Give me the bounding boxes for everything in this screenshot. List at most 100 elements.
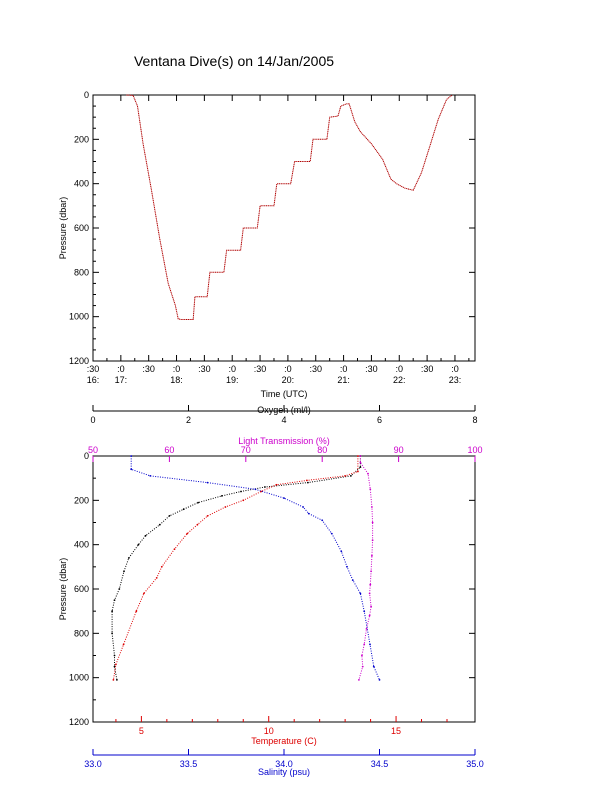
oxygen-ml-l-point (114, 599, 116, 601)
light-transmission-point (369, 488, 371, 490)
oxygen-ml-l-point (111, 632, 113, 634)
top-x-tick-label-hour: 20: (282, 375, 295, 385)
light-transmission-point (372, 539, 374, 541)
top-plot-frame (93, 95, 475, 361)
temperature-c-point (344, 475, 346, 477)
profile-chart: 020040060080010001200 0 2 4 6 8Oxygen (ml/l)… (58, 405, 484, 777)
oxygen-ml-l-point (350, 475, 352, 477)
oxygen-ml-l-point (116, 679, 118, 681)
chart-title: Ventana Dive(s) on 14/Jan/2005 (134, 53, 334, 69)
light-transmission-point (358, 679, 360, 681)
light-transmission-point (369, 584, 371, 586)
profile-series (111, 455, 380, 681)
bottom-y-tick-label: 800 (74, 628, 89, 638)
temperature-c-axis-label: Temperature (C) (251, 736, 317, 746)
oxygen-ml-l-point (145, 535, 147, 537)
light-transmission-tick-label: 50 (88, 445, 98, 455)
oxygen-ml-l-point (183, 508, 185, 510)
temperature-c-point (135, 610, 137, 612)
light-transmission-point (369, 615, 371, 617)
salinity-psu-point (379, 679, 381, 681)
top-x-tick-label-minute: :0 (173, 364, 181, 374)
top-x-tick-label-minute: :0 (117, 364, 125, 374)
salinity-psu-point (130, 468, 132, 470)
oxygen-ml-l-point (118, 588, 120, 590)
light-transmission-point (362, 666, 364, 668)
salinity-psu-point (302, 506, 304, 508)
oxygen-ml-l-point (114, 655, 116, 657)
salinity-psu-point (283, 497, 285, 499)
light-transmission-point (371, 555, 373, 557)
light-transmission-tick-label: 80 (317, 445, 327, 455)
salinity-psu-tick-label: 35.0 (466, 759, 484, 769)
top-x-axis-label: Time (UTC) (261, 389, 308, 399)
top-x-tick-label-hour: 17: (115, 375, 128, 385)
bottom-y-axis-label: Pressure (dbar) (58, 558, 68, 621)
salinity-psu-point (331, 533, 333, 535)
top-x-tick-label-minute: :30 (365, 364, 378, 374)
light-transmission-tick-label: 90 (394, 445, 404, 455)
light-transmission-point (367, 473, 369, 475)
top-x-tick-label-minute: :0 (451, 364, 459, 374)
pressure-trace (126, 95, 452, 320)
temperature-c-point (123, 644, 125, 646)
light-transmission-point (363, 644, 365, 646)
oxygen-ml-l-profile (112, 456, 360, 680)
oxygen-ml-l-tick-label: 6 (377, 415, 382, 425)
top-x-tick-label-minute: :30 (87, 364, 100, 374)
temperature-c-point (207, 515, 209, 517)
light-transmission-point (370, 606, 372, 608)
salinity-psu-point (360, 593, 362, 595)
top-x-tick-label-minute: :0 (396, 364, 404, 374)
temperature-c-point (276, 484, 278, 486)
salinity-psu-point (369, 644, 371, 646)
light-transmission-point (360, 462, 362, 464)
top-x-tick-label-minute: :30 (421, 364, 434, 374)
temperature-c-tick-label: 5 (139, 726, 144, 736)
bottom-y-tick-label: 1000 (69, 673, 89, 683)
salinity-psu-point (363, 610, 365, 612)
salinity-psu-point (207, 482, 209, 484)
top-x-tick-label-hour: 18: (170, 375, 183, 385)
oxygen-ml-l-point (128, 557, 130, 559)
temperature-c-point (115, 664, 117, 666)
salinity-psu-point (308, 513, 310, 515)
temperature-c-point (186, 533, 188, 535)
top-x-tick-label-hour: 16: (87, 375, 100, 385)
top-y-tick-label: 400 (74, 179, 89, 189)
temperature-c-point (225, 506, 227, 508)
top-x-tick-label-minute: :0 (228, 364, 236, 374)
bottom-y-axis: 020040060080010001200 (69, 451, 475, 727)
light-transmission-point (369, 593, 371, 595)
top-x-tick-label-minute: :30 (198, 364, 211, 374)
top-x-tick-label-hour: 19: (226, 375, 239, 385)
temperature-c-point (174, 548, 176, 550)
temperature-c-tick-label: 15 (391, 726, 401, 736)
temperature-c-tick-label: 10 (264, 726, 274, 736)
oxygen-ml-l-point (307, 482, 309, 484)
light-transmission-point (360, 455, 362, 457)
temperature-c-point (357, 455, 359, 457)
light-transmission-point (371, 506, 373, 508)
salinity-psu-point (340, 550, 342, 552)
oxygen-ml-l-tick-label: 2 (186, 415, 191, 425)
salinity-psu-point (321, 519, 323, 521)
top-x-tick-label-hour: 21: (337, 375, 350, 385)
top-y-tick-label: 200 (74, 134, 89, 144)
temperature-c-point (161, 566, 163, 568)
oxygen-ml-l-tick-label: 4 (281, 415, 286, 425)
oxygen-ml-l-axis-label: Oxygen (ml/l) (257, 405, 311, 415)
temperature-c-point (306, 480, 308, 482)
salinity-psu-point (346, 566, 348, 568)
top-x-tick-label-minute: :30 (142, 364, 155, 374)
oxygen-ml-l-point (159, 524, 161, 526)
dive-pressure-chart: 020040060080010001200 :3016::017::30:018… (58, 90, 475, 399)
top-x-tick-label-minute: :0 (340, 364, 348, 374)
light-transmission-axis-label: Light Transmission (%) (238, 436, 330, 446)
salinity-psu-tick-label: 33.5 (180, 759, 198, 769)
salinity-psu-point (149, 475, 151, 477)
top-x-tick-label-minute: :0 (284, 364, 292, 374)
salinity-psu-tick-label: 34.5 (371, 759, 389, 769)
